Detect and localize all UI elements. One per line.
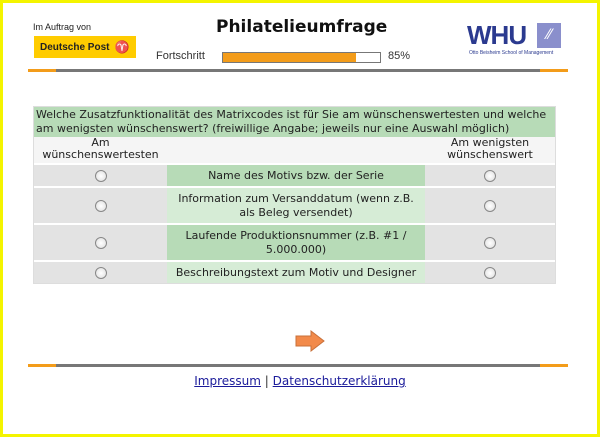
- radio-least-2[interactable]: [484, 199, 496, 212]
- footer-separator: |: [264, 374, 269, 388]
- impressum-link[interactable]: Impressum: [194, 374, 261, 388]
- col-header-most: Am wünschenswertesten: [42, 136, 159, 161]
- question-text: Welche Zusatzfunktionalität des Matrixco…: [34, 107, 555, 137]
- privacy-link[interactable]: Datenschutzerklärung: [272, 374, 406, 388]
- post-horn-icon: ♈: [114, 40, 130, 54]
- matrix-question: Welche Zusatzfunktionalität des Matrixco…: [33, 106, 556, 284]
- progress-fill: [223, 53, 357, 62]
- whu-logo: WHU: [467, 20, 527, 50]
- radio-most-1[interactable]: [94, 169, 107, 182]
- page: Im Auftrag von Deutsche Post ♈ Philatelie…: [3, 3, 597, 434]
- sponsor-label: Im Auftrag von: [33, 22, 92, 32]
- footer-divider: [28, 364, 568, 367]
- whu-subtitle: Otto Beisheim School of Management: [469, 50, 554, 56]
- header-divider: [28, 69, 568, 72]
- progress-bar: [222, 52, 381, 63]
- footer: Impressum | Datenschutzerklärung: [3, 374, 597, 388]
- next-button[interactable]: [295, 330, 325, 352]
- item-label: Information zum Versanddatum (wenn z.B. …: [167, 188, 425, 223]
- radio-least-4[interactable]: [484, 266, 496, 279]
- item-label: Name des Motivs bzw. der Serie: [167, 165, 425, 186]
- whu-logo-mark-icon: ⁄⁄: [537, 23, 561, 48]
- deutsche-post-logo: Deutsche Post ♈: [34, 36, 136, 58]
- page-title: Philatelieumfrage: [216, 17, 388, 37]
- radio-least-3[interactable]: [484, 236, 496, 249]
- radio-most-3[interactable]: [94, 236, 107, 249]
- radio-least-1[interactable]: [484, 169, 496, 182]
- radio-most-4[interactable]: [94, 266, 107, 279]
- sponsor-name: Deutsche Post: [40, 41, 110, 53]
- item-label: Laufende Produktionsnummer (z.B. #1 / 5.…: [167, 225, 425, 260]
- progress-percent: 85%: [388, 50, 411, 62]
- column-headers: Am wünschenswertesten Am wenigsten wünsc…: [34, 137, 555, 163]
- item-label: Beschreibungstext zum Motiv und Designer: [167, 262, 425, 283]
- col-header-least: Am wenigsten wünschenswert: [447, 136, 533, 161]
- table-row: Name des Motivs bzw. der Serie: [34, 163, 555, 186]
- table-row: Laufende Produktionsnummer (z.B. #1 / 5.…: [34, 223, 555, 260]
- radio-most-2[interactable]: [94, 199, 107, 212]
- progress-label: Fortschritt: [156, 50, 205, 62]
- table-row: Information zum Versanddatum (wenn z.B. …: [34, 186, 555, 223]
- table-row: Beschreibungstext zum Motiv und Designer: [34, 260, 555, 283]
- arrow-right-icon: [295, 330, 325, 352]
